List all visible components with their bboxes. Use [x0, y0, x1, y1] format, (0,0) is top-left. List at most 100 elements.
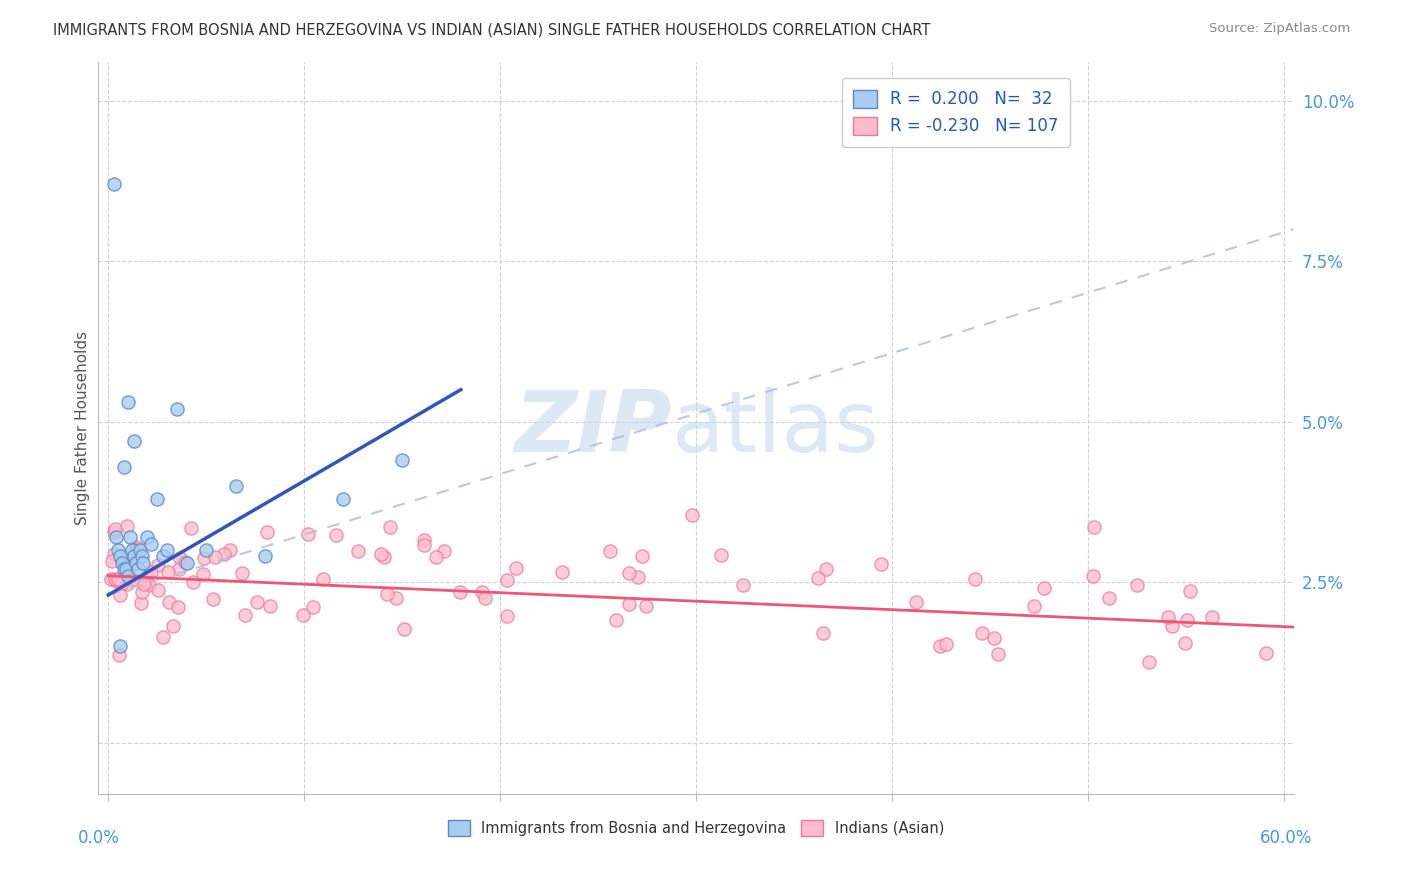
Point	[347, 544, 370, 558]
Point	[127, 562, 149, 576]
Point	[813, 625, 835, 640]
Point	[122, 549, 145, 564]
Point	[634, 599, 657, 614]
Point	[148, 582, 170, 597]
Point	[204, 549, 226, 564]
Legend: Immigrants from Bosnia and Herzegovina, Indians (Asian): Immigrants from Bosnia and Herzegovina, …	[441, 814, 950, 841]
Point	[391, 453, 413, 467]
Point	[312, 572, 335, 586]
Point	[385, 591, 408, 606]
Point	[630, 549, 652, 563]
Point	[121, 543, 143, 558]
Point	[180, 521, 202, 535]
Point	[807, 571, 830, 585]
Point	[111, 556, 134, 570]
Point	[104, 572, 127, 586]
Point	[193, 551, 215, 566]
Point	[141, 565, 163, 579]
Point	[1083, 520, 1105, 534]
Point	[122, 434, 145, 448]
Point	[965, 572, 987, 586]
Point	[181, 574, 204, 589]
Point	[219, 543, 242, 558]
Point	[627, 570, 650, 584]
Point	[870, 557, 893, 571]
Point	[432, 544, 454, 558]
Point	[375, 587, 398, 601]
Text: 0.0%: 0.0%	[77, 829, 120, 847]
Point	[100, 554, 122, 568]
Point	[195, 543, 218, 558]
Point	[1254, 646, 1277, 660]
Point	[212, 547, 235, 561]
Y-axis label: Single Father Households: Single Father Households	[75, 331, 90, 525]
Point	[325, 528, 347, 542]
Point	[373, 550, 395, 565]
Point	[167, 599, 190, 614]
Text: Source: ZipAtlas.com: Source: ZipAtlas.com	[1209, 22, 1350, 36]
Point	[115, 519, 138, 533]
Point	[1160, 619, 1182, 633]
Point	[129, 596, 152, 610]
Point	[617, 566, 640, 581]
Text: atlas: atlas	[672, 386, 880, 470]
Point	[246, 595, 269, 609]
Point	[191, 566, 214, 581]
Point	[169, 551, 191, 566]
Point	[111, 575, 134, 590]
Point	[471, 584, 494, 599]
Point	[117, 568, 139, 582]
Text: IMMIGRANTS FROM BOSNIA AND HERZEGOVINA VS INDIAN (ASIAN) SINGLE FATHER HOUSEHOLD: IMMIGRANTS FROM BOSNIA AND HERZEGOVINA V…	[53, 22, 931, 37]
Point	[302, 599, 325, 614]
Point	[157, 595, 180, 609]
Point	[146, 558, 169, 572]
Point	[131, 585, 153, 599]
Point	[297, 526, 319, 541]
Point	[970, 626, 993, 640]
Point	[425, 550, 447, 565]
Point	[225, 479, 247, 493]
Point	[983, 631, 1005, 645]
Point	[125, 542, 148, 557]
Point	[136, 569, 159, 583]
Point	[103, 525, 125, 540]
Point	[550, 566, 572, 580]
Point	[114, 552, 136, 566]
Point	[814, 561, 837, 575]
Point	[110, 588, 132, 602]
Point	[156, 566, 179, 580]
Point	[392, 622, 415, 636]
Point	[122, 553, 145, 567]
Point	[107, 572, 129, 586]
Point	[117, 395, 139, 409]
Point	[108, 640, 131, 654]
Point	[904, 595, 927, 609]
Point	[112, 459, 135, 474]
Point	[935, 637, 957, 651]
Point	[233, 607, 256, 622]
Point	[987, 647, 1010, 661]
Point	[496, 609, 519, 624]
Point	[118, 558, 141, 572]
Point	[599, 543, 621, 558]
Point	[505, 561, 527, 575]
Point	[103, 547, 125, 561]
Point	[380, 520, 402, 534]
Point	[1201, 610, 1223, 624]
Point	[1137, 655, 1160, 669]
Point	[201, 592, 224, 607]
Point	[176, 556, 198, 570]
Point	[156, 543, 179, 558]
Point	[450, 585, 472, 599]
Point	[162, 619, 184, 633]
Point	[474, 591, 496, 605]
Point	[259, 599, 281, 613]
Point	[146, 491, 169, 506]
Point	[332, 491, 354, 506]
Point	[1180, 583, 1202, 598]
Text: ZIP: ZIP	[515, 386, 672, 470]
Point	[681, 508, 703, 522]
Point	[617, 597, 640, 611]
Point	[370, 547, 392, 561]
Point	[412, 538, 434, 552]
